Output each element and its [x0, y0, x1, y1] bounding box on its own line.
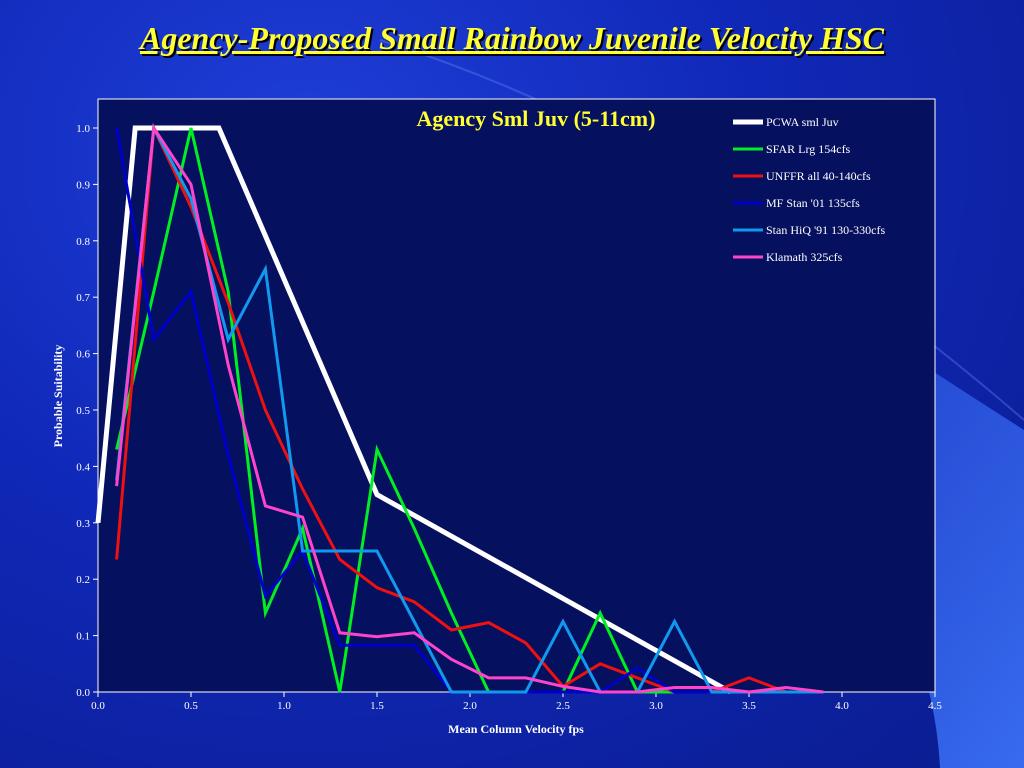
y-tick-label: 0.8	[76, 236, 90, 248]
y-tick-label: 0.4	[76, 461, 90, 473]
plot-area	[97, 98, 936, 693]
y-tick-label: 0.0	[76, 687, 90, 699]
x-tick-label: 0.5	[184, 700, 198, 712]
y-tick-label: 0.2	[76, 574, 90, 586]
y-tick-label: 0.9	[76, 179, 90, 191]
y-tick-label: 0.3	[76, 518, 90, 530]
legend-label-unffr-all-40-140cfs: UNFFR all 40-140cfs	[766, 169, 871, 183]
series-line-stan-hiq-91-130-330cfs	[115, 122, 824, 694]
legend-label-stan-hiq-91-130-330cfs: Stan HiQ '91 130-330cfs	[766, 223, 885, 237]
x-tick-label: 4.0	[835, 700, 849, 712]
legend-label-pcwa-sml-juv: PCWA sml Juv	[766, 115, 839, 129]
y-tick-label: 0.1	[76, 631, 90, 643]
x-tick-label: 3.5	[742, 700, 756, 712]
y-tick-label: 0.6	[76, 349, 90, 361]
legend: PCWA sml Juv SFAR Lrg 154cfs UNFFR all 40-…	[733, 115, 885, 264]
chart-title: Agency Sml Juv (5-11cm)	[417, 106, 656, 131]
legend-label-klamath-325cfs: Klamath 325cfs	[766, 250, 843, 264]
legend-label-mf-stan-01-135cfs: MF Stan '01 135cfs	[766, 196, 860, 210]
x-tick-label: 2.0	[463, 700, 477, 712]
slide-title: Agency-Proposed Small Rainbow Juvenile V…	[140, 20, 884, 56]
series-line-klamath-325cfs	[115, 123, 824, 694]
x-tick-label: 2.5	[556, 700, 570, 712]
series-line-pcwa-sml-juv	[95, 125, 732, 695]
legend-label-sfar-lrg-154cfs: SFAR Lrg 154cfs	[766, 142, 851, 156]
x-tick-label: 4.5	[928, 700, 942, 712]
y-tick-label: 0.5	[76, 405, 90, 417]
x-axis-label: Mean Column Velocity fps	[448, 722, 584, 736]
series-line-mf-stan-01-135cfs	[115, 127, 712, 694]
y-tick-label: 1.0	[76, 123, 90, 135]
x-tick-label: 0.0	[91, 700, 105, 712]
x-tick-label: 1.5	[370, 700, 384, 712]
x-tick-label: 3.0	[649, 700, 663, 712]
axes: 0.0 0.5 1.0 1.5 2.0 2.5 3.0 3.5 4.0 4.5 0.0 0.1 0.2 0…	[76, 123, 942, 712]
y-axis-label: Probable Suitability	[51, 345, 65, 448]
series-layer	[95, 122, 824, 695]
series-line-sfar-lrg-154cfs	[115, 127, 675, 694]
x-tick-label: 1.0	[277, 700, 291, 712]
y-tick-label: 0.7	[76, 292, 90, 304]
